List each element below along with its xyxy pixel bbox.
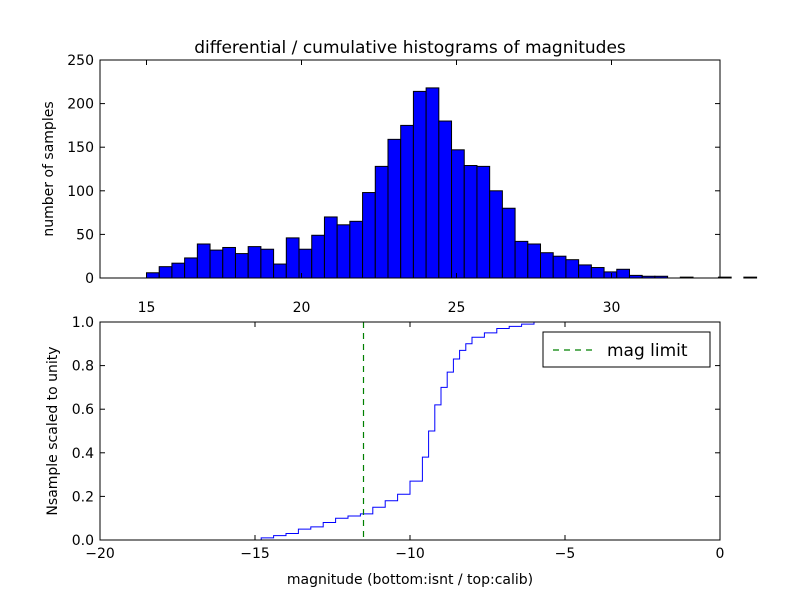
top-y-axis-label: number of samples	[41, 101, 57, 236]
histogram-bar	[260, 248, 275, 279]
histogram-bar	[463, 165, 478, 279]
histogram-bar	[616, 268, 630, 279]
histogram-bar	[196, 243, 211, 279]
top-x-tick-label: 15	[138, 300, 156, 316]
histogram-bar	[514, 240, 529, 279]
top-y-tick-label: 250	[67, 53, 94, 69]
histogram-bar	[425, 87, 440, 279]
bottom-x-tick-label: −10	[395, 546, 425, 562]
cumulative-histogram-panel: 0.0 0.2 0.4 0.6 0.8 1.0 −20 −15 −10 −5 0 mag limi…	[45, 315, 724, 588]
bottom-y-tick-label: 0.6	[72, 402, 94, 418]
histogram-bar	[311, 234, 325, 279]
histogram-bar	[184, 257, 198, 279]
histogram-bar	[552, 255, 567, 279]
bottom-x-tick-label: −20	[85, 546, 115, 562]
differential-histogram-panel: 0 50 100 150 200 250 15 20 25 30 differential / …	[41, 38, 758, 316]
bottom-x-ticks: −20 −15 −10 −5 0	[85, 322, 724, 562]
top-x-tick-label: 20	[293, 300, 311, 316]
top-x-ticks: 15 20 25 30	[138, 60, 621, 316]
histogram-bar	[451, 149, 465, 279]
bottom-y-tick-label: 0.2	[72, 489, 94, 505]
histogram-bar	[603, 271, 618, 279]
histogram-bar	[234, 253, 249, 279]
top-y-tick-label: 50	[76, 227, 94, 243]
histogram-bar	[349, 220, 364, 279]
bottom-y-axis-label: Nsample scaled to unity	[45, 346, 61, 515]
histogram-bar	[743, 276, 758, 279]
histogram-bar	[222, 246, 236, 279]
histogram-bar	[171, 262, 186, 279]
histogram-bar	[501, 207, 516, 279]
top-plot-frame	[99, 59, 721, 279]
histogram-bar	[158, 266, 173, 279]
bottom-x-tick-label: −15	[240, 546, 270, 562]
legend: mag limit	[542, 331, 711, 368]
top-y-tick-label: 0	[85, 271, 94, 287]
bottom-y-tick-label: 0.0	[72, 533, 94, 549]
histogram-bar	[578, 264, 592, 279]
histogram-bar	[374, 165, 389, 279]
histogram-bar	[273, 263, 287, 279]
chart-title: differential / cumulative histograms of …	[194, 38, 626, 58]
bottom-y-tick-label: 1.0	[72, 315, 94, 331]
histogram-bar	[489, 190, 503, 279]
legend-box	[542, 331, 711, 368]
top-y-tick-label: 200	[67, 97, 94, 113]
top-y-tick-label: 100	[67, 184, 94, 200]
histogram-bar	[298, 248, 313, 279]
histogram-bar	[285, 237, 300, 279]
bottom-x-tick-label: −5	[555, 546, 576, 562]
bottom-y-tick-label: 0.8	[72, 359, 94, 375]
cumulative-step-line	[100, 321, 721, 541]
histogram-bar	[323, 216, 338, 279]
top-x-tick-label: 30	[603, 300, 621, 316]
histogram-bar	[412, 90, 427, 279]
histogram-bar	[476, 165, 491, 279]
histogram-bar	[527, 243, 542, 279]
bottom-x-tick-label: 0	[716, 546, 725, 562]
histogram-bar	[400, 124, 414, 279]
histogram-bars	[146, 87, 758, 279]
histogram-bar	[247, 246, 262, 279]
histogram-bar	[209, 249, 224, 279]
bottom-x-axis-label: magnitude (bottom:isnt / top:calib)	[287, 572, 533, 588]
top-y-ticks: 0 50 100 150 200 250	[67, 53, 720, 287]
histogram-bar	[362, 192, 376, 279]
bottom-y-ticks: 0.0 0.2 0.4 0.6 0.8 1.0	[72, 315, 720, 549]
histogram-bar	[590, 267, 605, 279]
top-x-tick-label: 25	[448, 300, 466, 316]
histogram-bar	[146, 272, 160, 279]
histogram-bar	[438, 120, 453, 279]
histogram-bar	[336, 224, 351, 279]
histogram-bar	[565, 259, 580, 279]
legend-entry-mag-limit: mag limit	[607, 341, 688, 361]
histogram-bar	[387, 138, 402, 279]
top-y-tick-label: 150	[67, 140, 94, 156]
bottom-y-tick-label: 0.4	[72, 446, 94, 462]
histogram-bar	[540, 252, 554, 279]
